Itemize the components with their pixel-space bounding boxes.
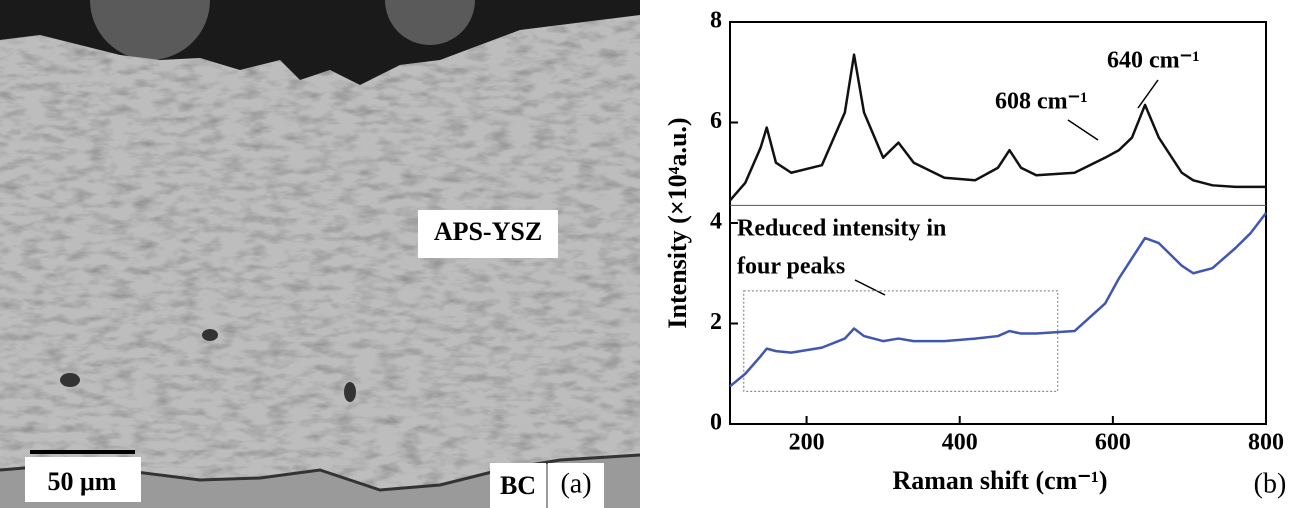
annotation: 608 cm⁻¹ xyxy=(995,89,1088,115)
scale-bar-label: 50 μm xyxy=(48,467,117,496)
y-tick-label: 8 xyxy=(710,8,722,34)
y-tick-label: 4 xyxy=(710,209,722,235)
highlight-box xyxy=(743,290,1059,392)
arrow xyxy=(1067,119,1099,141)
label-box xyxy=(548,463,604,508)
label-box xyxy=(490,463,546,508)
y-tick-label: 2 xyxy=(710,309,722,335)
arrow xyxy=(1137,79,1159,109)
series-line xyxy=(729,53,1266,202)
y-tick-label: 6 xyxy=(710,108,722,134)
label-box xyxy=(418,210,558,258)
annotation: four peaks xyxy=(737,254,845,280)
panel-label: (a) xyxy=(560,468,591,499)
panel-label: (b) xyxy=(1254,468,1287,499)
y-tick-label: 0 xyxy=(710,410,722,436)
substrate-label: BC xyxy=(500,471,536,500)
x-tick-label: 800 xyxy=(1248,430,1284,456)
annotation: 640 cm⁻¹ xyxy=(1107,48,1200,74)
arrow xyxy=(854,279,886,296)
x-tick-label: 200 xyxy=(789,430,825,456)
layer-label: APS-YSZ xyxy=(434,217,542,246)
y-axis-label: Intensity (×10⁴a.u.) xyxy=(663,117,692,328)
label-box xyxy=(25,457,141,502)
annotation: Reduced intensity in xyxy=(737,216,946,242)
x-tick-label: 600 xyxy=(1095,430,1131,456)
x-tick-label: 400 xyxy=(942,430,978,456)
series-line xyxy=(729,212,1267,388)
x-axis-label: Raman shift (cm⁻¹) xyxy=(892,466,1107,495)
